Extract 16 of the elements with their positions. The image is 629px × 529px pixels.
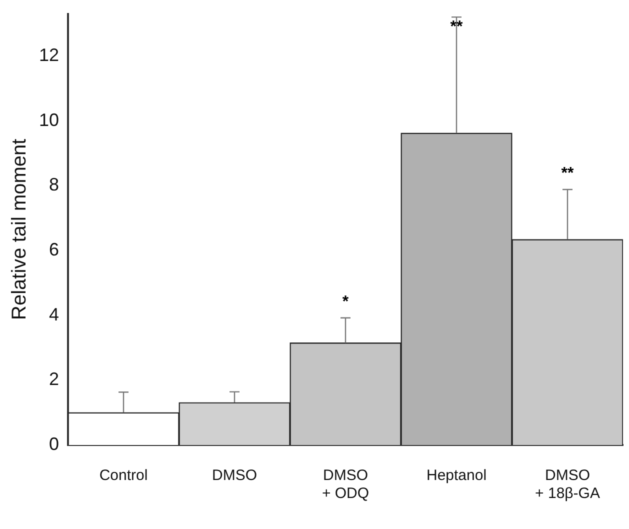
annotation: ** — [561, 164, 574, 182]
annotation: ** — [450, 18, 464, 36]
y-axis-title: Relative tail moment — [8, 138, 31, 320]
y-tick-label: 0 — [49, 434, 60, 454]
x-tick-label: Heptanol — [426, 467, 487, 484]
annotation: * — [342, 293, 350, 310]
x-tick-label: DMSO — [212, 467, 258, 484]
y-tick-label: 10 — [38, 110, 60, 130]
y-tick-label: 8 — [49, 174, 60, 195]
y-tick-label: 12 — [38, 44, 60, 65]
x-tick-label: DMSO + ODQ — [322, 467, 370, 502]
y-tick-label: 2 — [49, 369, 60, 390]
x-tick-label: Control — [99, 467, 148, 484]
y-tick-label: 6 — [49, 239, 60, 260]
y-tick-label: 4 — [49, 304, 60, 324]
x-tick-label: DMSO + 18β-GA — [535, 467, 600, 502]
